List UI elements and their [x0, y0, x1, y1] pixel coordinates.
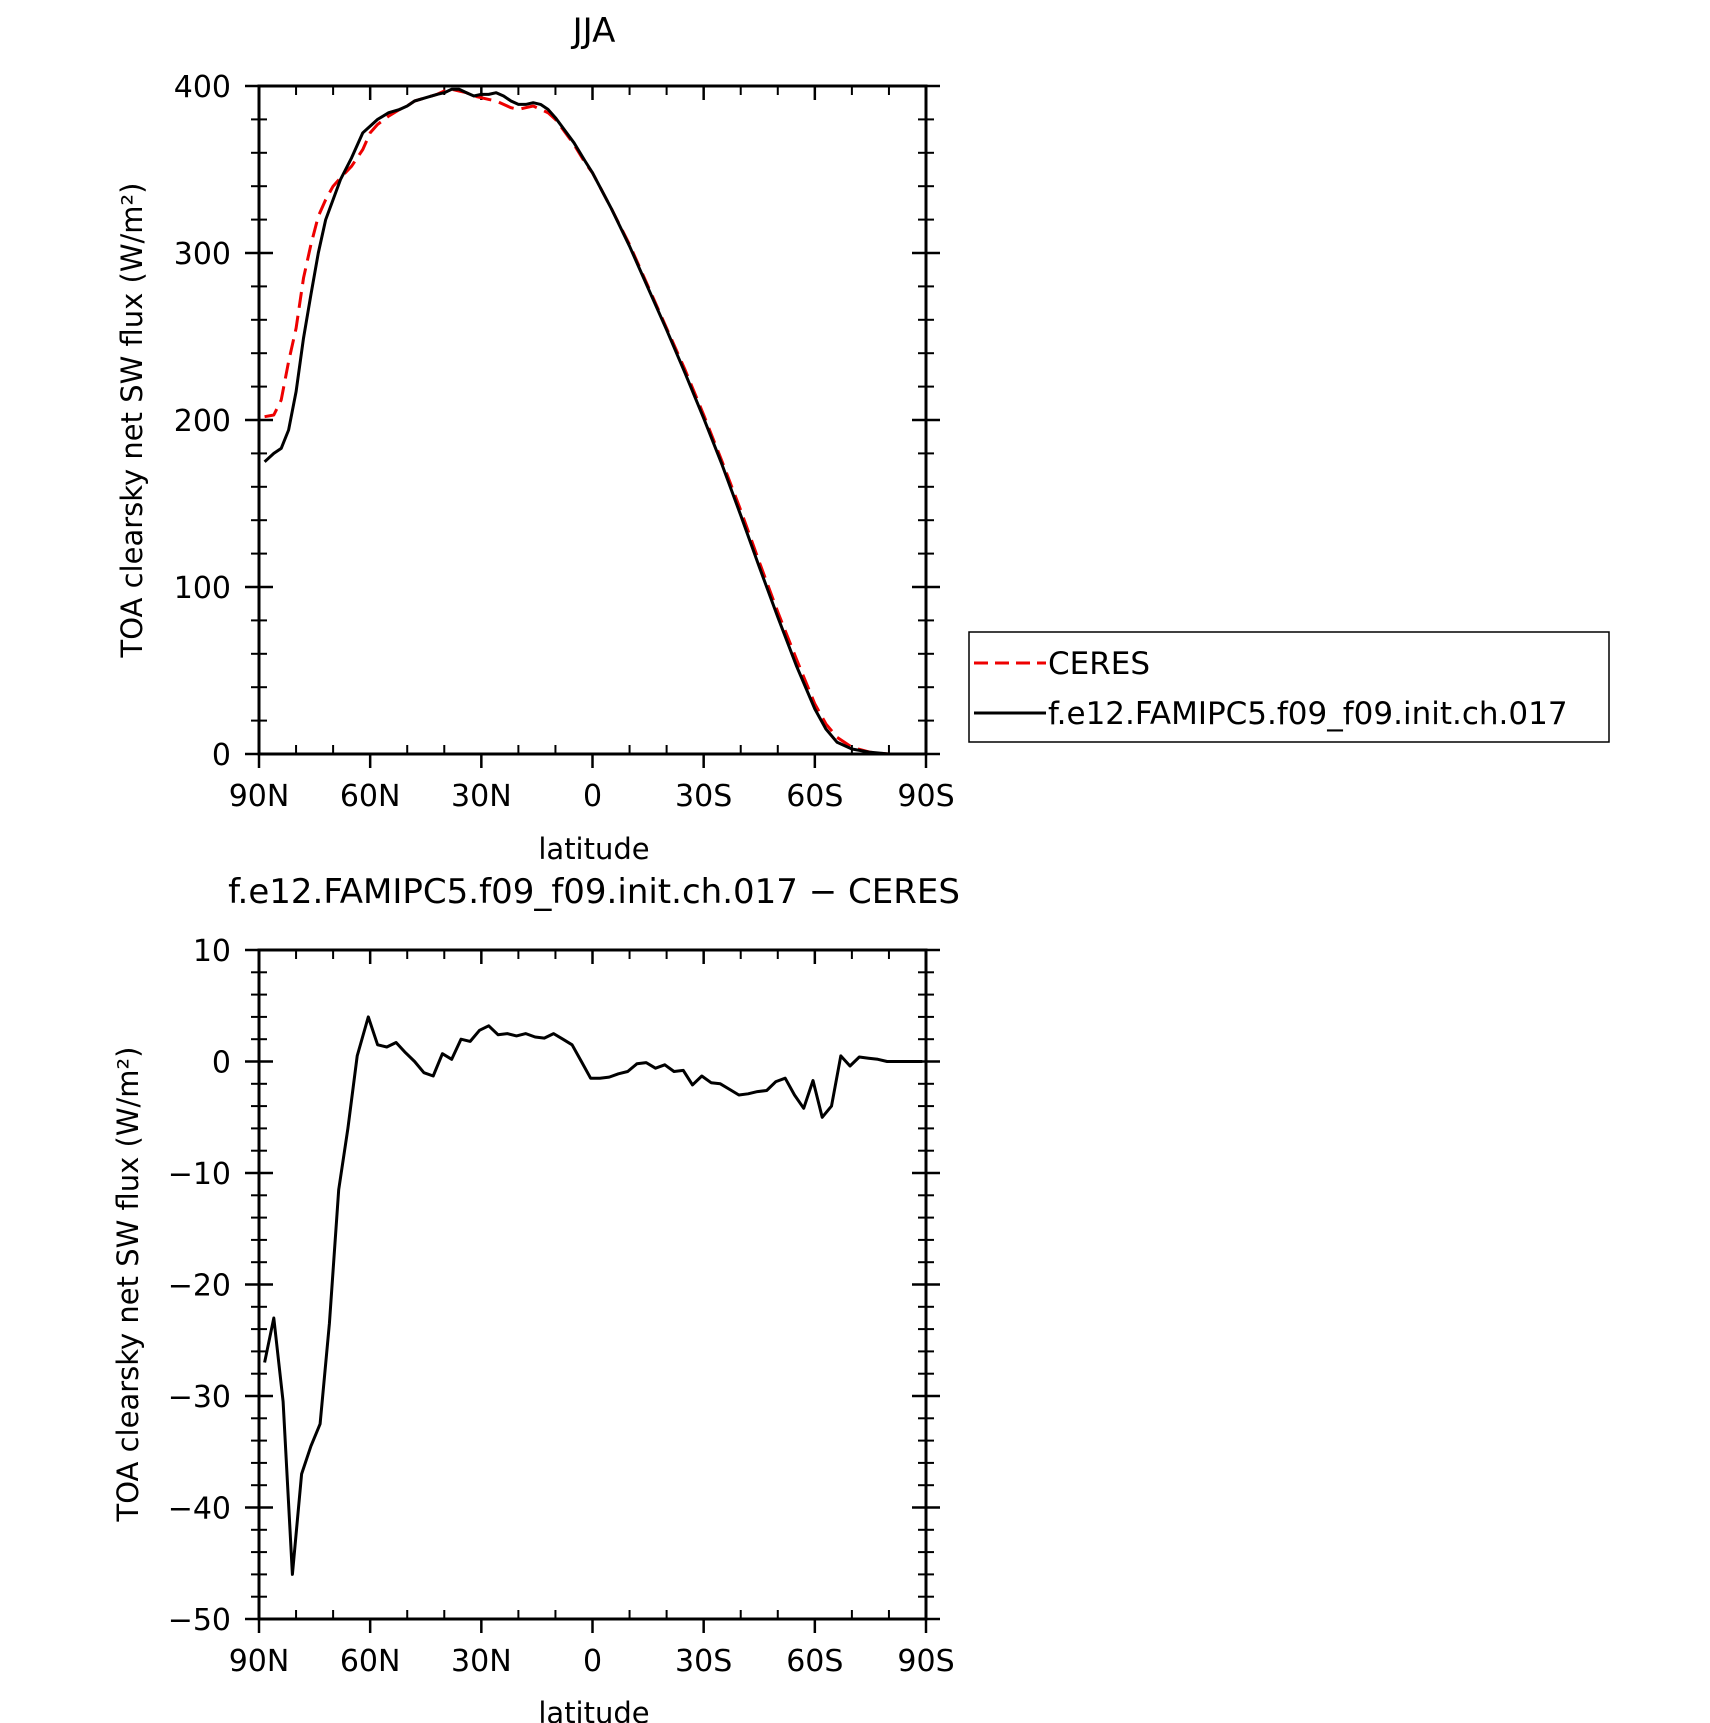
top-x-tick-label: 60N — [340, 779, 401, 814]
bottom-x-tick-label: 60N — [340, 1644, 401, 1679]
bottom-series-line-difference — [263, 1015, 923, 1576]
top-x-tick-label: 90N — [229, 779, 290, 814]
top-y-tick-label: 300 — [174, 237, 231, 272]
top-y-tick-label: 400 — [174, 70, 231, 105]
bottom-x-axis-label: latitude — [538, 1696, 649, 1723]
top-y-tick-label: 100 — [174, 571, 231, 606]
bottom-chart-title: f.e12.FAMIPC5.f09_f09.init.ch.017 − CERE… — [228, 872, 960, 912]
top-series-line-ceres — [264, 87, 923, 756]
top-chart-title: JJA — [571, 11, 616, 51]
bottom-x-tick-label: 30N — [451, 1644, 512, 1679]
bottom-y-tick-label: −30 — [168, 1380, 231, 1415]
top-x-tick-label: 90S — [897, 779, 954, 814]
bottom-series-lines — [263, 1015, 923, 1576]
legend: CERES f.e12.FAMIPC5.f09_f09.init.ch.017 — [968, 631, 1610, 743]
top-x-tick-label: 60S — [786, 779, 843, 814]
top-plot-frame — [257, 84, 928, 756]
bottom-y-tick-label: 10 — [193, 934, 231, 969]
legend-label-ceres: CERES — [1048, 646, 1150, 682]
bottom-x-tick-label: 90S — [897, 1644, 954, 1679]
bottom-y-tick-label: −40 — [168, 1492, 231, 1527]
bottom-x-tick-label: 60S — [786, 1644, 843, 1679]
bottom-x-tick-label: 90N — [229, 1644, 290, 1679]
top-axis-ticks: 90N 60N 30N 0 30S 60S 90S 0 100 200 300 400 — [174, 70, 955, 814]
bottom-y-tick-label: 0 — [212, 1046, 231, 1081]
top-series-line-f-e12-famipc5-f09-f09-init-ch-017 — [263, 87, 923, 756]
top-panel: JJA 90N 60N 30N 0 30S 60S 90S 0 100 200 300 400 lat… — [115, 11, 1610, 866]
top-y-tick-label: 0 — [212, 738, 231, 773]
bottom-y-tick-label: −20 — [168, 1269, 231, 1304]
top-x-tick-label: 0 — [583, 779, 602, 814]
legend-box — [968, 631, 1610, 743]
bottom-y-axis-label: TOA clearsky net SW flux (W/m²) — [111, 1047, 145, 1523]
bottom-x-tick-label: 0 — [583, 1644, 602, 1679]
top-series-lines — [263, 87, 923, 756]
bottom-x-tick-label: 30S — [675, 1644, 732, 1679]
bottom-y-tick-label: −10 — [168, 1157, 231, 1192]
bottom-plot-frame — [257, 948, 928, 1621]
top-y-tick-label: 200 — [174, 404, 231, 439]
bottom-y-tick-label: −50 — [168, 1603, 231, 1638]
legend-label-model: f.e12.FAMIPC5.f09_f09.init.ch.017 — [1048, 696, 1568, 732]
top-x-tick-label: 30N — [451, 779, 512, 814]
top-y-axis-label: TOA clearsky net SW flux (W/m²) — [115, 183, 149, 659]
top-x-tick-label: 30S — [675, 779, 732, 814]
top-x-axis-label: latitude — [538, 832, 649, 866]
bottom-panel: f.e12.FAMIPC5.f09_f09.init.ch.017 − CERE… — [111, 872, 960, 1723]
